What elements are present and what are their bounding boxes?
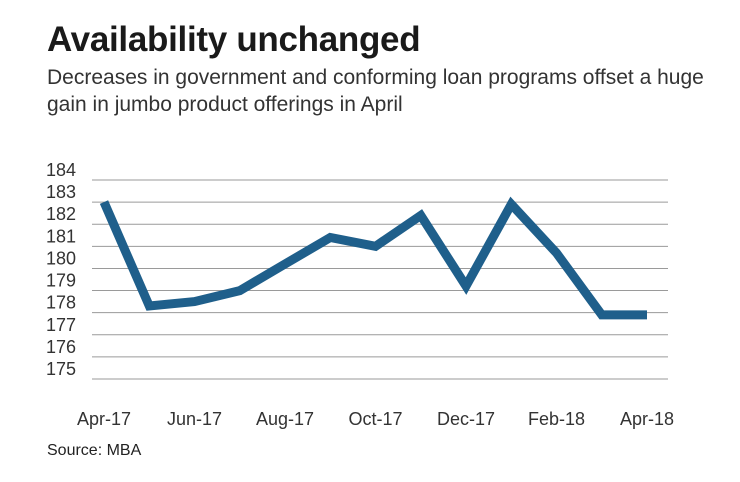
chart-title: Availability unchanged — [47, 20, 421, 59]
data-point-Sep-17 — [330, 237, 331, 238]
y-tick-label: 177 — [46, 315, 76, 335]
y-tick-label: 181 — [46, 226, 76, 246]
x-axis-ticks: Apr-17 Jun-17 Aug-17 Oct-17 Dec-17 Feb-18 Apr-… — [77, 409, 674, 429]
x-tick-label: Apr-18 — [620, 409, 674, 429]
y-tick-label: 182 — [46, 204, 76, 224]
data-point-Aug-17 — [285, 264, 286, 265]
data-point-Nov-17 — [420, 215, 421, 216]
data-point-Oct-17 — [375, 246, 376, 247]
x-tick-label: Dec-17 — [437, 409, 495, 429]
data-point-Dec-17 — [466, 286, 467, 287]
data-point-Apr-17 — [104, 202, 105, 203]
x-tick-label: Aug-17 — [256, 409, 314, 429]
source-note: Source: MBA — [47, 442, 142, 459]
x-tick-label: Feb-18 — [528, 409, 585, 429]
y-tick-label: 179 — [46, 271, 76, 291]
x-tick-label: Oct-17 — [348, 409, 402, 429]
y-tick-label: 183 — [46, 182, 76, 202]
data-point-May-17 — [149, 306, 150, 307]
x-tick-label: Apr-17 — [77, 409, 131, 429]
chart-subtitle: Decreases in government and conforming l… — [47, 66, 704, 116]
series-line-0 — [99, 196, 647, 320]
y-tick-label: 184 — [46, 160, 76, 180]
data-point-Jan-18 — [511, 204, 512, 205]
data-point-Feb-18 — [556, 252, 557, 253]
y-tick-label: 176 — [46, 337, 76, 357]
y-tick-label: 175 — [46, 359, 76, 379]
grid-lines — [92, 179, 668, 380]
y-tick-label: 178 — [46, 293, 76, 313]
data-point-Jul-17 — [239, 290, 240, 291]
data-point-Apr-18 — [647, 314, 648, 315]
data-point-Jun-17 — [194, 301, 195, 302]
series — [99, 196, 648, 320]
data-point-Mar-18 — [601, 314, 602, 315]
x-tick-label: Jun-17 — [167, 409, 222, 429]
y-tick-label: 180 — [46, 248, 76, 268]
